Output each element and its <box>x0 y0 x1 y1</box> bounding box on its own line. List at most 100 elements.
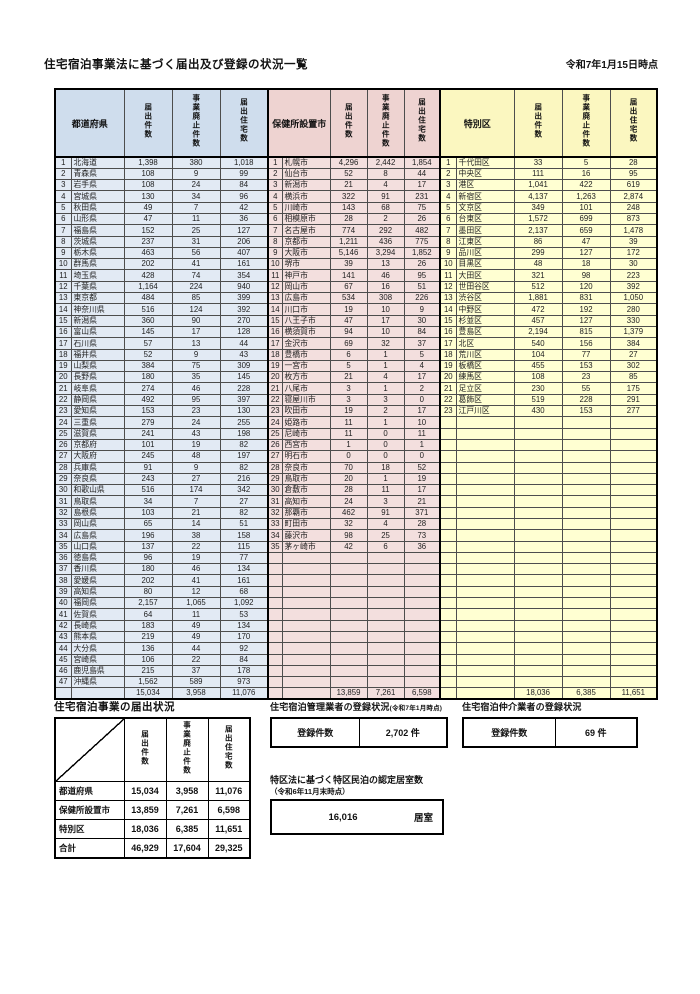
area-name-cell: 群馬県 <box>70 258 125 271</box>
area-name-cell: 八王子市 <box>281 314 331 327</box>
area-name-cell: 神戸市 <box>281 269 331 282</box>
area-name-cell: 中央区 <box>455 167 515 181</box>
value-cell <box>609 461 658 474</box>
summary-column-header-label: 届出住宅数 <box>224 725 234 770</box>
area-name-cell: 熊本県 <box>70 630 125 644</box>
summary-value-cell: 3,958 <box>165 781 209 801</box>
row-number-cell: 26 <box>267 438 283 452</box>
area-name-cell <box>455 585 515 599</box>
value-cell: 13,859 <box>329 687 368 700</box>
manager-value: 2,702 <box>385 728 409 738</box>
summary-value-cell: 6,598 <box>207 800 251 820</box>
area-name-cell: 川口市 <box>281 303 331 316</box>
column-header: 事業廃止件数 <box>171 88 221 158</box>
value-cell: 589 <box>171 676 221 689</box>
value-cell: 30 <box>403 314 441 327</box>
table-row: 14 神奈川県 516 124 392 14 川口市 19 10 9 14 中野区 472 192 280 <box>54 303 658 316</box>
value-cell: 120 <box>561 280 611 294</box>
value-cell: 4,137 <box>513 190 563 203</box>
value-cell: 245 <box>123 450 173 463</box>
value-cell: 170 <box>219 630 269 644</box>
value-cell: 516 <box>123 484 173 497</box>
area-name-cell: 名古屋市 <box>281 224 331 237</box>
value-cell <box>329 597 368 610</box>
value-cell: 202 <box>123 258 173 271</box>
value-cell: 98 <box>329 529 368 542</box>
row-number-cell: 15 <box>439 314 457 327</box>
value-cell: 39 <box>329 258 368 271</box>
value-cell: 39 <box>609 235 658 248</box>
value-cell: 174 <box>171 484 221 497</box>
value-cell: 43 <box>171 427 221 440</box>
value-cell: 384 <box>123 359 173 373</box>
summary-value-cell: 6,385 <box>165 819 209 839</box>
value-cell: 231 <box>403 190 441 203</box>
row-number-cell <box>439 630 457 644</box>
tokku-room-unit: 居室 <box>413 813 433 825</box>
row-number-cell: 17 <box>439 337 457 350</box>
row-number-cell: 31 <box>54 495 72 508</box>
area-name-cell: 目黒区 <box>455 258 515 271</box>
value-cell: 197 <box>219 450 269 463</box>
row-number-cell: 13 <box>54 292 72 305</box>
main-status-table: 都道府県 届出件数 事業廃止件数 届出住宅数 保健所設置市 届出件数 事業廃止件数 届出住宅数… <box>54 88 659 701</box>
value-cell: 215 <box>123 664 173 678</box>
table-row: 36 徳島県 96 19 77 <box>54 551 658 565</box>
column-header-label: 届出住宅数 <box>629 98 639 143</box>
row-number-cell <box>267 619 283 632</box>
registration-count-value: 2,702 件 <box>358 717 448 748</box>
value-cell: 223 <box>609 269 658 282</box>
summary-row-label: 特別区 <box>54 819 125 839</box>
table-row: 30 和歌山県 516 174 342 30 倉敷市 28 11 17 <box>54 484 658 497</box>
value-cell: 104 <box>513 348 563 361</box>
value-cell <box>329 551 368 565</box>
value-cell <box>329 608 368 621</box>
value-cell: 35 <box>171 371 221 384</box>
area-name-cell: 富山県 <box>70 325 125 339</box>
table-row: 32 島根県 103 21 82 32 那覇市 462 91 371 <box>54 506 658 520</box>
value-cell <box>561 653 611 666</box>
area-name-cell: 兵庫県 <box>70 461 125 474</box>
value-cell: 22 <box>171 653 221 666</box>
area-name-cell <box>281 585 331 599</box>
value-cell: 973 <box>219 676 269 689</box>
value-cell <box>329 574 368 587</box>
value-cell: 360 <box>123 314 173 327</box>
area-name-cell <box>455 472 515 486</box>
area-name-cell: 長野県 <box>70 371 125 384</box>
value-cell <box>513 664 563 678</box>
value-cell: 9 <box>171 167 221 181</box>
value-cell <box>329 676 368 689</box>
value-cell: 198 <box>219 427 269 440</box>
area-name-cell: 岡山県 <box>70 517 125 531</box>
value-cell: 57 <box>123 337 173 350</box>
value-cell: 3 <box>366 393 405 407</box>
value-cell <box>513 540 563 553</box>
row-number-cell: 37 <box>54 563 72 576</box>
row-number-cell: 9 <box>54 246 72 260</box>
value-cell: 1,379 <box>609 325 658 339</box>
row-number-cell: 20 <box>54 371 72 384</box>
area-name-cell <box>455 597 515 610</box>
column-header-label: 届出件数 <box>143 102 153 139</box>
row-number-cell: 10 <box>439 258 457 271</box>
area-name-cell: 青森県 <box>70 167 125 181</box>
area-name-cell <box>455 630 515 644</box>
value-cell: 32 <box>329 517 368 531</box>
value-cell <box>561 563 611 576</box>
area-name-cell <box>455 619 515 632</box>
area-name-cell <box>455 664 515 678</box>
area-name-cell <box>455 687 515 700</box>
row-number-cell: 4 <box>439 190 457 203</box>
row-number-cell: 7 <box>267 224 283 237</box>
value-cell: 11 <box>171 212 221 226</box>
row-number-cell: 45 <box>54 653 72 666</box>
value-cell <box>403 664 441 678</box>
value-cell: 21 <box>329 179 368 192</box>
value-cell: 49 <box>123 201 173 214</box>
row-number-cell: 28 <box>267 461 283 474</box>
value-cell <box>609 630 658 644</box>
value-cell: 1 <box>366 382 405 395</box>
value-cell <box>403 619 441 632</box>
value-cell: 77 <box>219 551 269 565</box>
